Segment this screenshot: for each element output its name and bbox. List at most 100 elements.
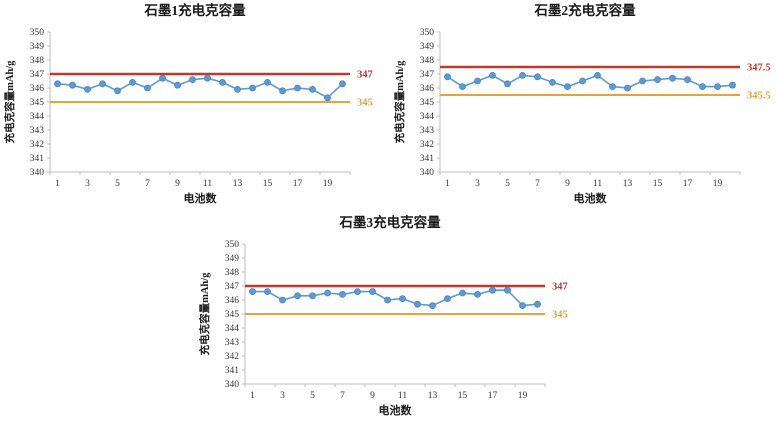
axes: [437, 31, 741, 175]
data-point: [204, 74, 211, 82]
data-point: [294, 84, 301, 92]
svg-text:15: 15: [263, 179, 273, 189]
svg-text:5: 5: [505, 179, 510, 189]
data-point: [309, 292, 316, 300]
data-point: [519, 302, 526, 309]
svg-text:347: 347: [225, 282, 240, 292]
data-point: [114, 87, 121, 95]
data-point: [699, 83, 706, 90]
data-point: [714, 83, 721, 90]
y-tick-labels: 340 341 342 343 344 345 346 347 348 349 350: [420, 28, 435, 178]
svg-text:17: 17: [683, 179, 693, 189]
upper-limit-label: 347.5: [747, 63, 771, 74]
svg-text:341: 341: [420, 154, 435, 164]
x-tick-labels: 1 3 5 7 9 11 13 15 17 19: [55, 179, 332, 189]
data-point: [354, 288, 361, 295]
data-point: [189, 76, 196, 83]
svg-text:341: 341: [225, 366, 240, 376]
svg-text:346: 346: [420, 84, 435, 94]
series-markers: [249, 286, 541, 309]
svg-text:5: 5: [115, 179, 120, 189]
svg-text:9: 9: [565, 179, 570, 189]
svg-text:343: 343: [420, 126, 435, 136]
svg-text:1: 1: [445, 179, 450, 189]
svg-text:7: 7: [145, 179, 150, 189]
data-point: [564, 83, 571, 90]
svg-text:3: 3: [85, 179, 90, 189]
data-point: [69, 81, 76, 89]
data-point: [384, 296, 391, 304]
axes: [242, 243, 546, 387]
data-point: [594, 72, 601, 79]
svg-text:341: 341: [30, 154, 45, 164]
y-axis-title: 充电克容量mAh/g: [198, 272, 211, 356]
svg-text:349: 349: [420, 42, 435, 52]
svg-text:344: 344: [30, 112, 45, 122]
data-point: [729, 81, 736, 89]
data-point: [84, 86, 91, 93]
data-point: [609, 83, 616, 90]
svg-text:349: 349: [225, 254, 240, 264]
data-point: [159, 74, 166, 82]
y-tick-labels: 340 341 342 343 344 345 346 347 348 349 350: [225, 240, 240, 390]
chart-title: 石墨1充电克容量: [144, 3, 246, 18]
axes: [47, 31, 351, 175]
data-point: [459, 289, 466, 297]
data-point: [174, 81, 181, 89]
svg-text:19: 19: [713, 179, 723, 189]
svg-text:345: 345: [30, 98, 45, 108]
y-tick-labels: 340 341 342 343 344 345 346 347 348 349 350: [30, 28, 45, 178]
svg-text:345: 345: [225, 310, 240, 320]
upper-limit-label: 347: [357, 70, 373, 81]
data-point: [54, 80, 61, 88]
data-point: [264, 79, 271, 86]
svg-text:350: 350: [30, 28, 45, 38]
bottom-row: 石墨3充电克容量 340 341 342 343 344 345 346 347 348 349 3…: [0, 212, 780, 424]
x-tick-labels: 1 3 5 7 9 11 13 15 17 19: [250, 391, 527, 401]
svg-text:340: 340: [30, 168, 45, 178]
data-point: [309, 86, 316, 93]
data-point: [654, 76, 661, 83]
svg-text:347: 347: [30, 70, 45, 80]
svg-text:1: 1: [250, 391, 255, 401]
data-point: [234, 86, 241, 93]
svg-text:9: 9: [175, 179, 180, 189]
svg-text:340: 340: [225, 380, 240, 390]
svg-text:13: 13: [428, 391, 438, 401]
svg-text:15: 15: [653, 179, 663, 189]
svg-text:340: 340: [420, 168, 435, 178]
svg-text:13: 13: [623, 179, 633, 189]
svg-text:3: 3: [475, 179, 480, 189]
data-point: [429, 302, 436, 309]
data-point: [579, 77, 586, 85]
data-point: [474, 77, 481, 85]
svg-text:7: 7: [535, 179, 540, 189]
lower-limit-label: 345: [357, 98, 373, 109]
svg-text:348: 348: [225, 268, 240, 278]
svg-text:350: 350: [225, 240, 240, 250]
svg-text:342: 342: [30, 140, 45, 150]
svg-text:5: 5: [310, 391, 315, 401]
data-point: [144, 84, 151, 92]
data-point: [459, 83, 466, 90]
svg-text:346: 346: [30, 84, 45, 94]
svg-text:346: 346: [225, 296, 240, 306]
svg-text:11: 11: [593, 179, 602, 189]
svg-text:350: 350: [420, 28, 435, 38]
data-point: [549, 79, 556, 86]
svg-text:19: 19: [323, 179, 333, 189]
data-point: [489, 72, 496, 79]
series-markers: [444, 72, 736, 92]
svg-text:11: 11: [203, 179, 212, 189]
data-point: [414, 300, 421, 308]
svg-text:7: 7: [340, 391, 345, 401]
data-point: [444, 73, 451, 81]
svg-text:343: 343: [30, 126, 45, 136]
svg-text:19: 19: [518, 391, 528, 401]
lower-limit-label: 345: [552, 310, 568, 321]
data-point: [534, 300, 541, 308]
chart-title: 石墨3充电克容量: [339, 215, 441, 230]
data-point: [339, 80, 346, 88]
svg-text:344: 344: [420, 112, 435, 122]
